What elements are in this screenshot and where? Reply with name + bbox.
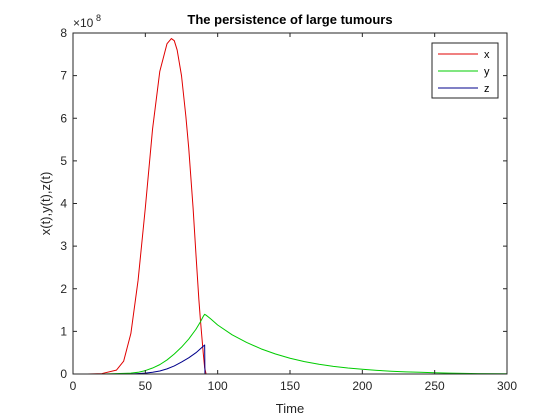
x-tick-label: 150 <box>280 379 300 393</box>
y-axis-label: x(t),y(t),z(t) <box>38 172 53 236</box>
x-tick-label: 0 <box>70 379 77 393</box>
legend-label-z: z <box>484 83 490 95</box>
y-tick-label: 4 <box>60 197 67 211</box>
chart-title: The persistence of large tumours <box>187 12 392 27</box>
y-tick-label: 0 <box>60 367 67 381</box>
y-exponent-base: ×10 <box>73 16 94 30</box>
y-tick-label: 3 <box>60 239 67 253</box>
x-tick-label: 100 <box>208 379 228 393</box>
x-tick-label: 200 <box>352 379 372 393</box>
y-tick-label: 7 <box>60 69 67 83</box>
y-exponent-power: 8 <box>96 13 101 23</box>
x-tick-label: 300 <box>497 379 517 393</box>
x-axis-label: Time <box>276 401 304 416</box>
x-tick-label: 50 <box>139 379 153 393</box>
y-tick-label: 5 <box>60 154 67 168</box>
y-tick-label: 6 <box>60 111 67 125</box>
y-axis-exponent: ×10 8 <box>73 13 101 30</box>
y-tick-label: 1 <box>60 324 67 338</box>
legend-label-x: x <box>484 49 490 61</box>
legend-label-y: y <box>484 66 490 78</box>
x-tick-label: 250 <box>425 379 445 393</box>
legend: xyz <box>431 42 499 99</box>
series-line-y <box>73 313 508 375</box>
y-tick-label: 8 <box>60 26 67 40</box>
x-axis-ticks: 0 50 100 150 200 250 300 <box>70 33 517 393</box>
y-axis-ticks: 0 1 2 3 4 5 6 7 8 <box>60 26 507 381</box>
y-tick-label: 2 <box>60 282 67 296</box>
